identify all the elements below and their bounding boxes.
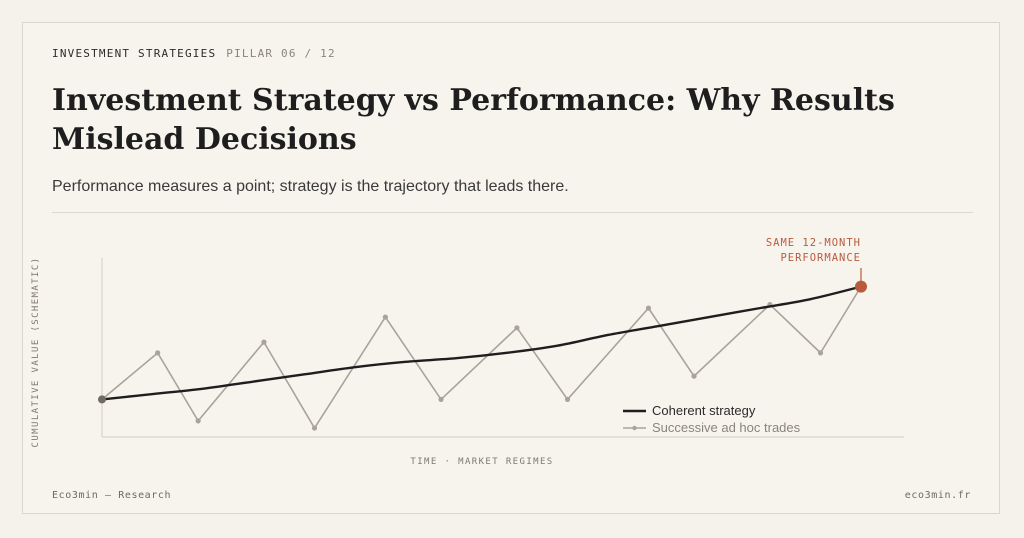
divider [52,212,973,213]
adhoc-point-5 [382,314,388,320]
adhoc-point-2 [195,418,201,424]
adhoc-point-12 [817,350,824,356]
series-layer [98,280,867,431]
adhoc-point-10 [691,373,697,379]
legend-label-strategy: Coherent strategy [652,403,756,418]
annotation-line-2: PERFORMANCE [780,252,861,264]
legend-label-adhoc: Successive ad hoc trades [652,420,801,435]
adhoc-point-1 [155,350,161,356]
x-axis-label: TIME · MARKET REGIMES [410,457,553,467]
adhoc-point-3 [261,339,267,345]
page-subtitle: Performance measures a point; strategy i… [52,178,569,195]
end-point-highlight [855,280,867,293]
series-adhoc-line [101,286,862,429]
legend-marker-adhoc [632,425,637,431]
adhoc-point-8 [564,396,571,403]
pillar-label: PILLAR 06 / 12 [226,47,336,60]
adhoc-point-4 [311,425,318,431]
page-title: Investment Strategy vs Performance: Why … [52,83,895,157]
series-strategy-line [100,285,863,401]
annotation-line-1: SAME 12-MONTH [766,237,861,249]
y-axis-label: CUMULATIVE VALUE (SCHEMATIC) [31,257,41,448]
footer-credit: Eco3min — Research [52,490,172,501]
adhoc-point-7 [514,325,520,331]
footer-domain: eco3min.fr [904,490,971,501]
adhoc-point-9 [645,305,652,311]
breadcrumb: INVESTMENT STRATEGIES PILLAR 06 / 12 [52,47,336,60]
chart-card: INVESTMENT STRATEGIES PILLAR 06 / 12 Inve… [22,22,1000,514]
category-label: INVESTMENT STRATEGIES [52,47,217,60]
start-point [98,395,106,404]
legend: Coherent strategy Successive ad hoc trad… [623,403,801,435]
adhoc-point-6 [438,396,444,403]
